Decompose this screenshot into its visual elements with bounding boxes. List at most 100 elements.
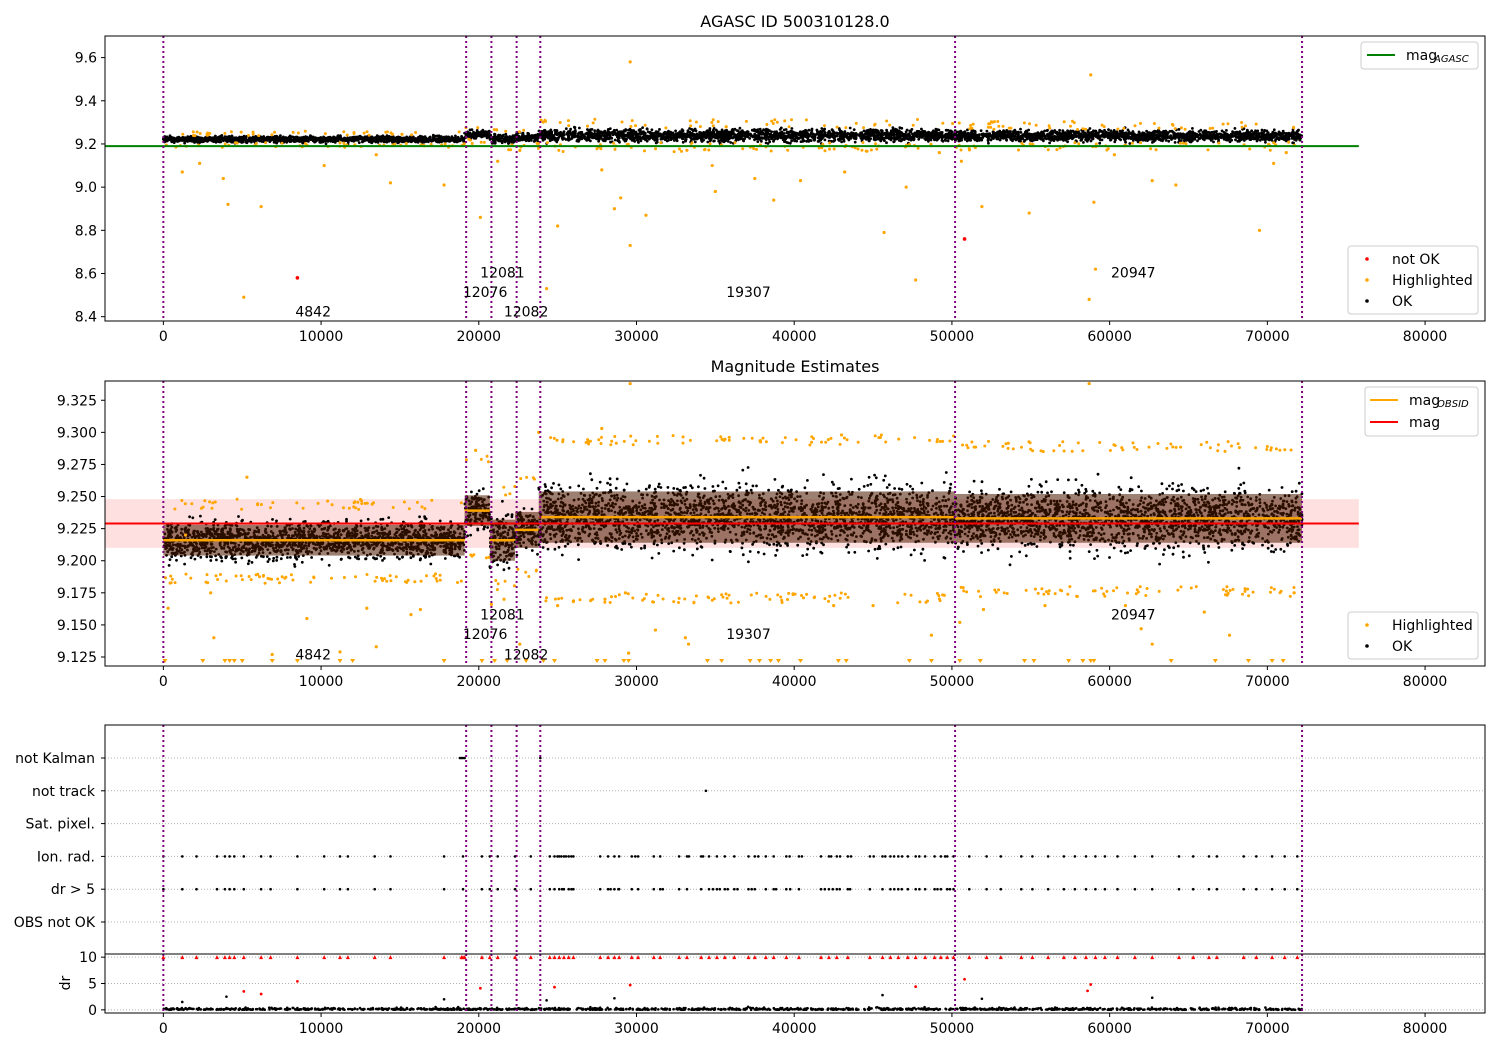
ok-point: [223, 135, 227, 139]
highlighted-point: [678, 147, 681, 151]
ok-point: [909, 129, 912, 133]
ok-point: [684, 138, 688, 141]
highlighted-point: [783, 119, 787, 123]
ok-point: [491, 138, 495, 142]
highlighted-point: [522, 128, 526, 132]
ok-point: [309, 136, 312, 140]
ok-point: [865, 135, 869, 139]
ok-point: [1189, 140, 1193, 144]
highlighted-point: [509, 148, 513, 152]
highlighted-point: [443, 142, 447, 146]
ok-point: [949, 129, 953, 133]
ok-point: [485, 130, 488, 134]
highlighted-point: [654, 147, 657, 151]
ok-point: [295, 136, 299, 140]
highlighted-point: [685, 148, 689, 152]
ok-point: [467, 134, 471, 137]
ok-point: [1210, 131, 1213, 134]
ok-point: [731, 131, 735, 135]
ok-point: [770, 136, 774, 140]
ok-point: [722, 132, 726, 136]
ok-point: [438, 135, 441, 139]
ok-point: [655, 138, 659, 141]
highlighted-point: [470, 142, 474, 145]
ok-point: [688, 127, 691, 130]
highlighted-point: [769, 149, 773, 153]
ok-point: [669, 138, 673, 142]
ok-point: [659, 137, 663, 141]
ok-point: [612, 128, 616, 132]
ok-point: [1101, 130, 1104, 134]
chart-title: AGASC ID 500310128.0: [700, 12, 889, 31]
ok-point: [748, 137, 752, 140]
ok-point: [823, 138, 827, 142]
highlighted-point: [629, 125, 633, 128]
highlighted-point: [251, 130, 255, 134]
highlighted-point: [223, 131, 227, 135]
ok-point: [826, 131, 830, 135]
ok-point: [915, 129, 919, 133]
highlighted-point: [724, 125, 728, 129]
highlighted-point: [690, 141, 694, 145]
ok-point: [414, 140, 417, 144]
ok-point: [397, 140, 401, 144]
ok-point: [848, 126, 852, 130]
ok-point: [589, 139, 592, 143]
ok-point: [862, 129, 866, 133]
highlighted-point: [832, 147, 836, 151]
ok-point: [645, 127, 649, 131]
ok-point: [193, 140, 197, 144]
ok-point: [645, 137, 648, 141]
ok-point: [641, 131, 645, 134]
ok-point: [543, 129, 547, 133]
ok-point: [480, 132, 484, 136]
highlighted-point: [536, 146, 540, 150]
highlighted-point: [711, 124, 715, 128]
ok-point: [693, 140, 697, 144]
ok-point: [571, 133, 575, 137]
ok-point: [731, 127, 734, 131]
highlighted-point: [773, 118, 777, 122]
ok-point: [614, 133, 618, 137]
ok-point: [861, 133, 865, 137]
ok-point: [732, 135, 736, 139]
ok-point: [388, 136, 391, 139]
ok-point: [169, 136, 172, 139]
ok-point: [418, 136, 421, 140]
highlighted-point: [273, 130, 276, 134]
ok-point: [172, 136, 176, 140]
ok-point: [549, 131, 552, 134]
ok-point: [645, 139, 649, 143]
highlighted-point: [854, 121, 858, 125]
ok-point: [589, 128, 592, 132]
ok-point: [435, 139, 439, 142]
ok-point: [386, 138, 390, 141]
ok-point: [970, 130, 974, 134]
ok-point: [272, 137, 276, 141]
highlighted-point: [643, 123, 647, 127]
ok-point: [744, 135, 748, 138]
ok-point: [534, 135, 537, 139]
ok-point: [809, 133, 812, 137]
ok-point: [223, 137, 227, 141]
highlighted-point: [888, 123, 892, 127]
ok-point: [749, 133, 752, 136]
ok-point: [573, 129, 577, 132]
ok-point: [877, 131, 881, 135]
ok-point: [887, 137, 891, 141]
ok-point: [456, 137, 460, 140]
ok-point: [336, 139, 340, 143]
ok-point: [641, 126, 644, 129]
highlighted-point: [345, 133, 349, 137]
ok-point: [504, 132, 508, 136]
ok-point: [262, 135, 266, 138]
ok-point: [656, 135, 659, 139]
ok-point: [374, 135, 378, 139]
ok-point: [707, 131, 711, 135]
ok-point: [893, 135, 896, 138]
ok-point: [199, 139, 203, 143]
ok-point: [1233, 126, 1237, 130]
ok-point: [811, 132, 815, 136]
highlighted-point: [875, 147, 879, 151]
ok-point: [1204, 129, 1208, 133]
